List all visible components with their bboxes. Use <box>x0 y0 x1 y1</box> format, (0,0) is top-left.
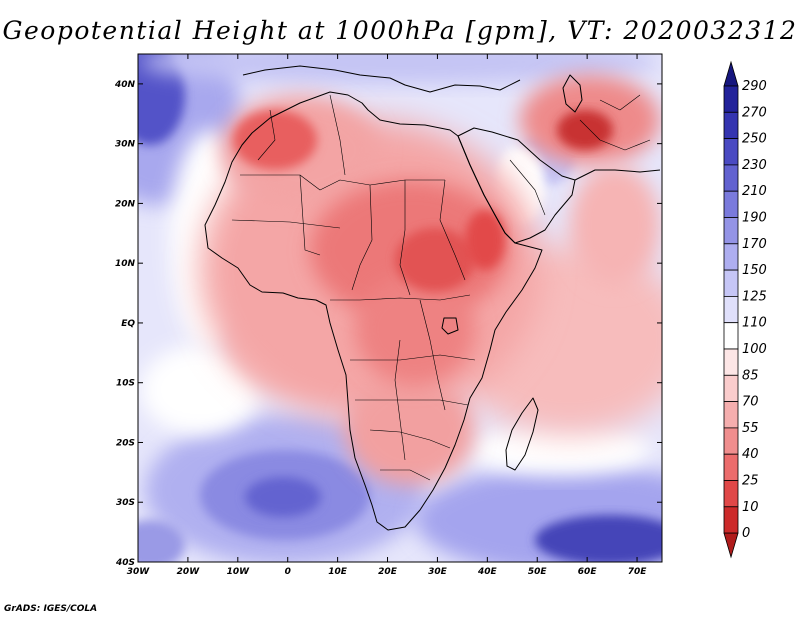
caspian-sea <box>562 74 583 113</box>
colorbar-label: 40 <box>742 447 759 462</box>
grads-credit: GrADS: IGES/COLA <box>4 604 98 614</box>
colorbar-label: 250 <box>742 132 767 147</box>
colorbar-label: 25 <box>742 474 759 489</box>
lon-tick-label: 30W <box>127 567 151 577</box>
lon-tick-label: 70E <box>628 567 648 577</box>
lat-tick-label: 10N <box>115 259 136 269</box>
country-borders <box>231 94 651 481</box>
axis-ticks: 30W 20W 10W 0 10E 20E 30E 40E 50E 60E 70E 40N 30N 20N… <box>114 54 662 577</box>
lon-tick-label: 10E <box>328 567 348 577</box>
madagascar-coastline <box>505 397 539 471</box>
colorbar-segment <box>723 269 739 297</box>
colorbar-top-triangle <box>723 60 739 87</box>
lake-victoria <box>441 317 459 335</box>
lon-tick-label: 20W <box>177 567 201 577</box>
colorbar-segment <box>723 427 739 455</box>
colorbar-segment <box>723 138 739 166</box>
lon-tick-label: 20E <box>378 567 398 577</box>
colorbar-bottom-triangle <box>723 532 739 559</box>
lat-tick-label: 30S <box>116 498 135 508</box>
lat-tick-label: 40S <box>115 558 135 568</box>
field-sw-corner <box>138 520 185 562</box>
field-iran-core <box>557 110 613 150</box>
lat-tick-label: 20S <box>116 438 135 448</box>
colorbar-label: 10 <box>742 500 759 515</box>
lon-tick-label: 10W <box>227 567 251 577</box>
field-north-band <box>140 54 660 84</box>
red-high-regions <box>200 75 662 485</box>
colorbar-segment <box>723 401 739 429</box>
colorbar-label: 290 <box>742 79 767 94</box>
colorbar-segment <box>723 295 739 324</box>
colorbar-label: 110 <box>742 316 767 331</box>
colorbar-label: 150 <box>742 263 767 278</box>
europe-coastline <box>242 65 521 93</box>
lon-tick-label: 50E <box>528 567 548 577</box>
lat-tick-label: 10S <box>116 379 135 389</box>
field-nw-atlantic-core <box>138 54 185 145</box>
lat-tick-label: 30N <box>115 140 136 150</box>
colorbar: 0 10 25 40 55 70 85 100 110 125 150 170 190 210 230 250… <box>723 60 767 559</box>
lat-tick-label: 40N <box>114 80 136 90</box>
colorbar-segment <box>723 85 739 113</box>
colorbar-segment <box>723 217 739 245</box>
colorbar-segment <box>723 480 739 508</box>
colorbar-segment <box>723 506 739 534</box>
field-s-indian-core <box>535 515 662 562</box>
lon-tick-label: 40E <box>477 567 498 577</box>
coastlines-borders <box>204 65 661 531</box>
lon-tick-label: 30E <box>428 567 448 577</box>
field-congo <box>355 275 475 385</box>
colorbar-segment <box>723 322 739 350</box>
lat-tick-label: EQ <box>121 319 135 329</box>
colorbar-segment <box>723 243 739 271</box>
colorbar-segment <box>723 111 739 140</box>
colorbar-label: 190 <box>742 211 767 226</box>
field-eq-atlantic-white <box>140 345 260 435</box>
colorbar-label: 100 <box>742 342 767 357</box>
lat-tick-label: 20N <box>115 199 136 209</box>
africa-coastline <box>204 91 543 531</box>
colorbar-segment <box>723 374 739 402</box>
colorbar-label: 270 <box>742 105 767 120</box>
colorbar-label: 125 <box>742 289 767 304</box>
colorbar-label: 230 <box>742 158 767 173</box>
chart-title: Geopotential Height at 1000hPa [gpm], VT… <box>2 16 798 45</box>
contour-field <box>138 54 662 562</box>
colorbar-label: 0 <box>742 526 750 541</box>
colorbar-segment <box>723 348 739 376</box>
colorbar-label: 70 <box>742 395 759 410</box>
lon-tick-label: 0 <box>285 567 291 577</box>
field-madagascar-white <box>470 425 650 475</box>
colorbar-label: 55 <box>742 421 759 436</box>
colorbar-segment <box>723 453 739 481</box>
colorbar-label: 210 <box>742 184 767 199</box>
colorbar-segment <box>723 190 739 218</box>
colorbar-segment <box>723 164 739 192</box>
field-s-atlantic-core <box>245 477 321 517</box>
field-sudan-core <box>395 228 475 292</box>
colorbar-label: 170 <box>742 237 767 252</box>
field-south-africa <box>345 375 475 485</box>
lon-tick-label: 60E <box>578 567 598 577</box>
field-ethiopia <box>465 210 505 270</box>
iran-india-coastline <box>574 169 661 181</box>
colorbar-label: 85 <box>742 368 759 383</box>
field-arabia-pink <box>570 165 660 285</box>
map-frame <box>137 53 663 563</box>
arabia-coastline <box>457 127 576 244</box>
